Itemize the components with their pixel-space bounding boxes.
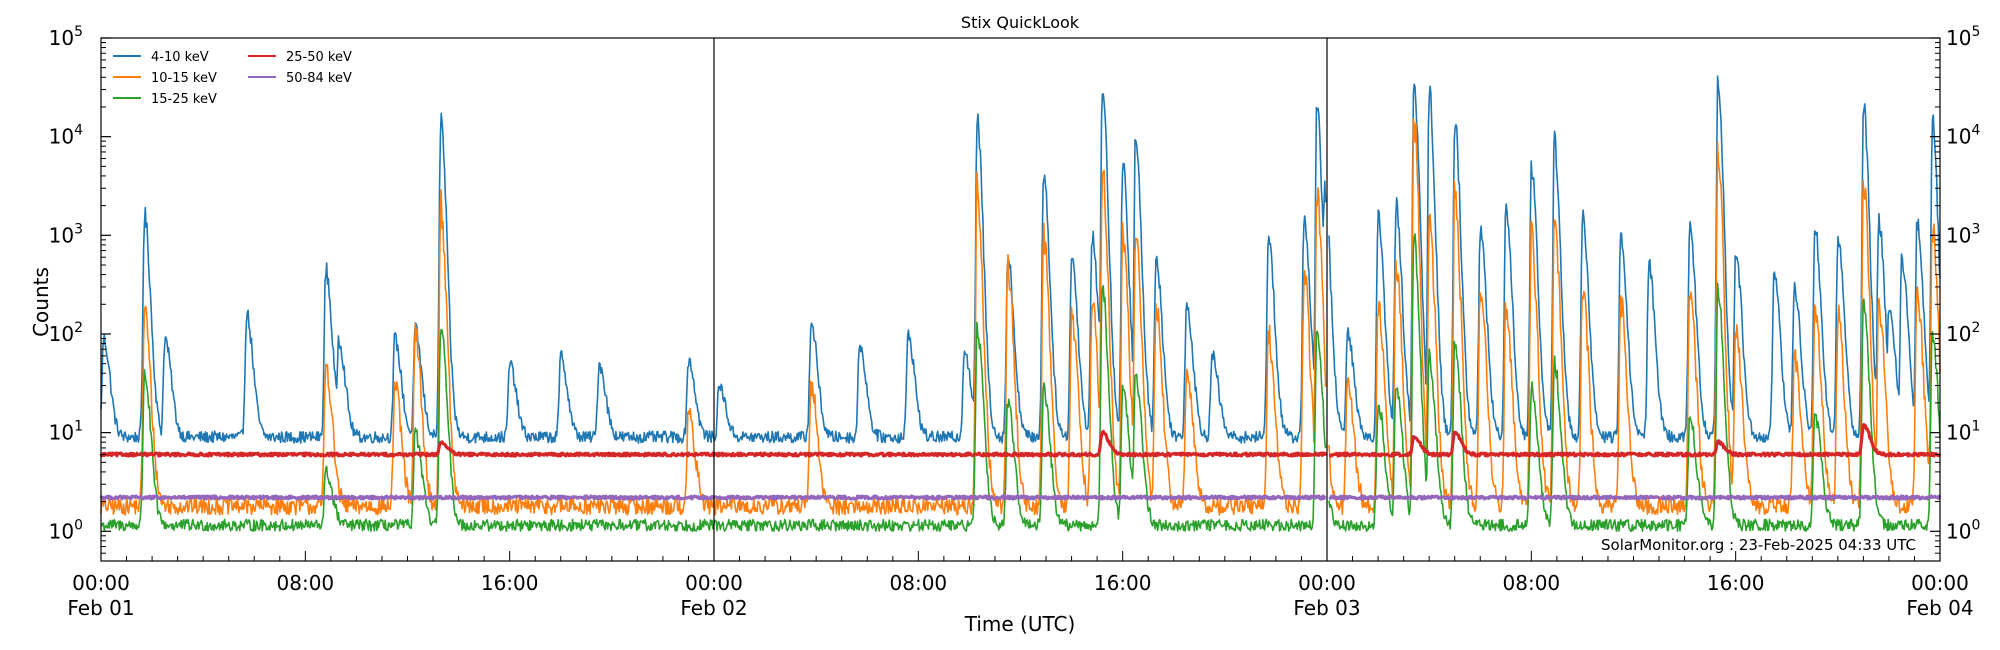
series-line-25-50-kev [99, 423, 1942, 458]
y-tick-label: 101 [1946, 419, 1980, 445]
chart-title: Stix QuickLook [961, 13, 1080, 32]
y-tick-label: 101 [49, 419, 83, 445]
legend: 4-10 keV 10-15 keV 15-25 keV 25-50 keV 50-84… [113, 50, 352, 107]
x-tick-time-label: 16:00 [481, 571, 539, 595]
legend-label: 10-15 keV [151, 71, 217, 86]
legend-item: 25-50 keV [248, 50, 352, 65]
x-tick-time-label: 08:00 [1503, 571, 1561, 595]
x-tick-date-label: Feb 01 [67, 596, 134, 620]
y-tick-label: 104 [1946, 123, 1980, 149]
series-line-10-15-kev [100, 118, 1941, 516]
x-tick-time-label: 16:00 [1094, 571, 1152, 595]
legend-label: 4-10 keV [151, 50, 209, 65]
x-tick-date-label: Feb 03 [1293, 596, 1360, 620]
y-tick-label: 103 [49, 221, 83, 247]
x-axis-label: Time (UTC) [964, 612, 1076, 636]
legend-item: 10-15 keV [113, 71, 217, 86]
y-tick-label: 105 [1946, 24, 1980, 50]
series-line-15-25-kev [100, 233, 1941, 532]
legend-label: 50-84 keV [286, 71, 352, 86]
series-line-4-10-kev [100, 75, 1941, 444]
y-tick-label: 105 [49, 24, 83, 50]
y-tick-label: 104 [49, 123, 83, 149]
legend-item: 50-84 keV [248, 71, 352, 86]
x-tick-date-label: Feb 02 [680, 596, 747, 620]
y-axis-label: Counts [29, 267, 53, 337]
x-tick-time-label: 08:00 [890, 571, 948, 595]
x-tick-time-label: 00:00 [685, 571, 743, 595]
timestamp-annotation: SolarMonitor.org : 23-Feb-2025 04:33 UTC [1601, 536, 1916, 554]
x-tick-time-label: 00:00 [1911, 571, 1969, 595]
y-tick-label: 100 [1946, 517, 1980, 543]
y-tick-label: 102 [1946, 320, 1980, 346]
y-tick-label: 103 [1946, 221, 1980, 247]
legend-label: 15-25 keV [151, 92, 217, 107]
legend-item: 15-25 keV [113, 92, 217, 107]
series-line-50-84-kev [99, 494, 1942, 501]
x-tick-time-label: 00:00 [1298, 571, 1356, 595]
x-tick-date-label: Feb 04 [1906, 596, 1973, 620]
x-tick-time-label: 08:00 [277, 571, 335, 595]
y-tick-label: 102 [49, 320, 83, 346]
y-tick-label: 100 [49, 517, 83, 543]
x-tick-time-label: 00:00 [72, 571, 130, 595]
legend-label: 25-50 keV [286, 50, 352, 65]
series-layer [99, 75, 1942, 532]
legend-item: 4-10 keV [113, 50, 209, 65]
y-axis: 100 100 101 101 102 102 103 103 104 104 105 105 [49, 24, 1980, 562]
x-tick-time-label: 16:00 [1707, 571, 1765, 595]
